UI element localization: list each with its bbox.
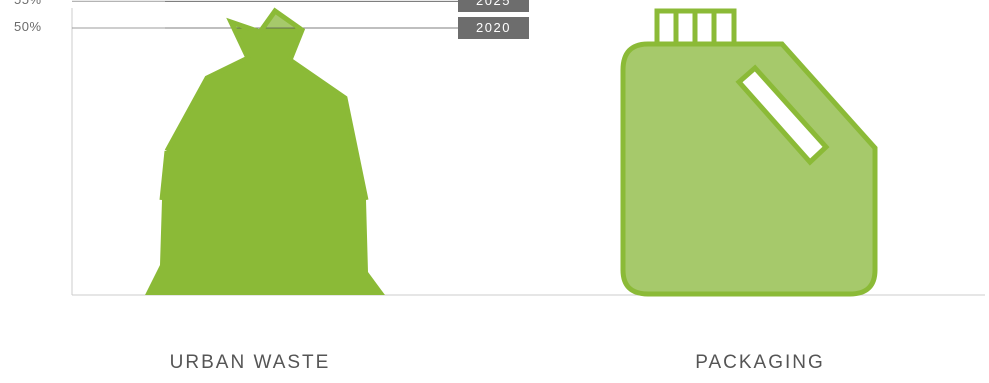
icons: [159, 7, 878, 297]
bar-urban-waste-2020: [145, 28, 385, 295]
year-tag-urban-waste-2020: 2020: [458, 17, 529, 39]
trash-bag-icon: [164, 7, 369, 201]
packaging-jug-icon: [620, 8, 878, 297]
y-tick-label: 55%: [14, 0, 54, 7]
year-tag-urban-waste-2025: 2025: [458, 0, 529, 13]
category-label-packaging: PACKAGING: [695, 352, 825, 373]
trash-bag-left-side: [159, 150, 170, 201]
y-tick-label: 50%: [14, 19, 42, 34]
category-label-urban-waste: URBAN WASTE: [169, 352, 331, 373]
urban-waste-fill-group: [145, 11, 385, 295]
